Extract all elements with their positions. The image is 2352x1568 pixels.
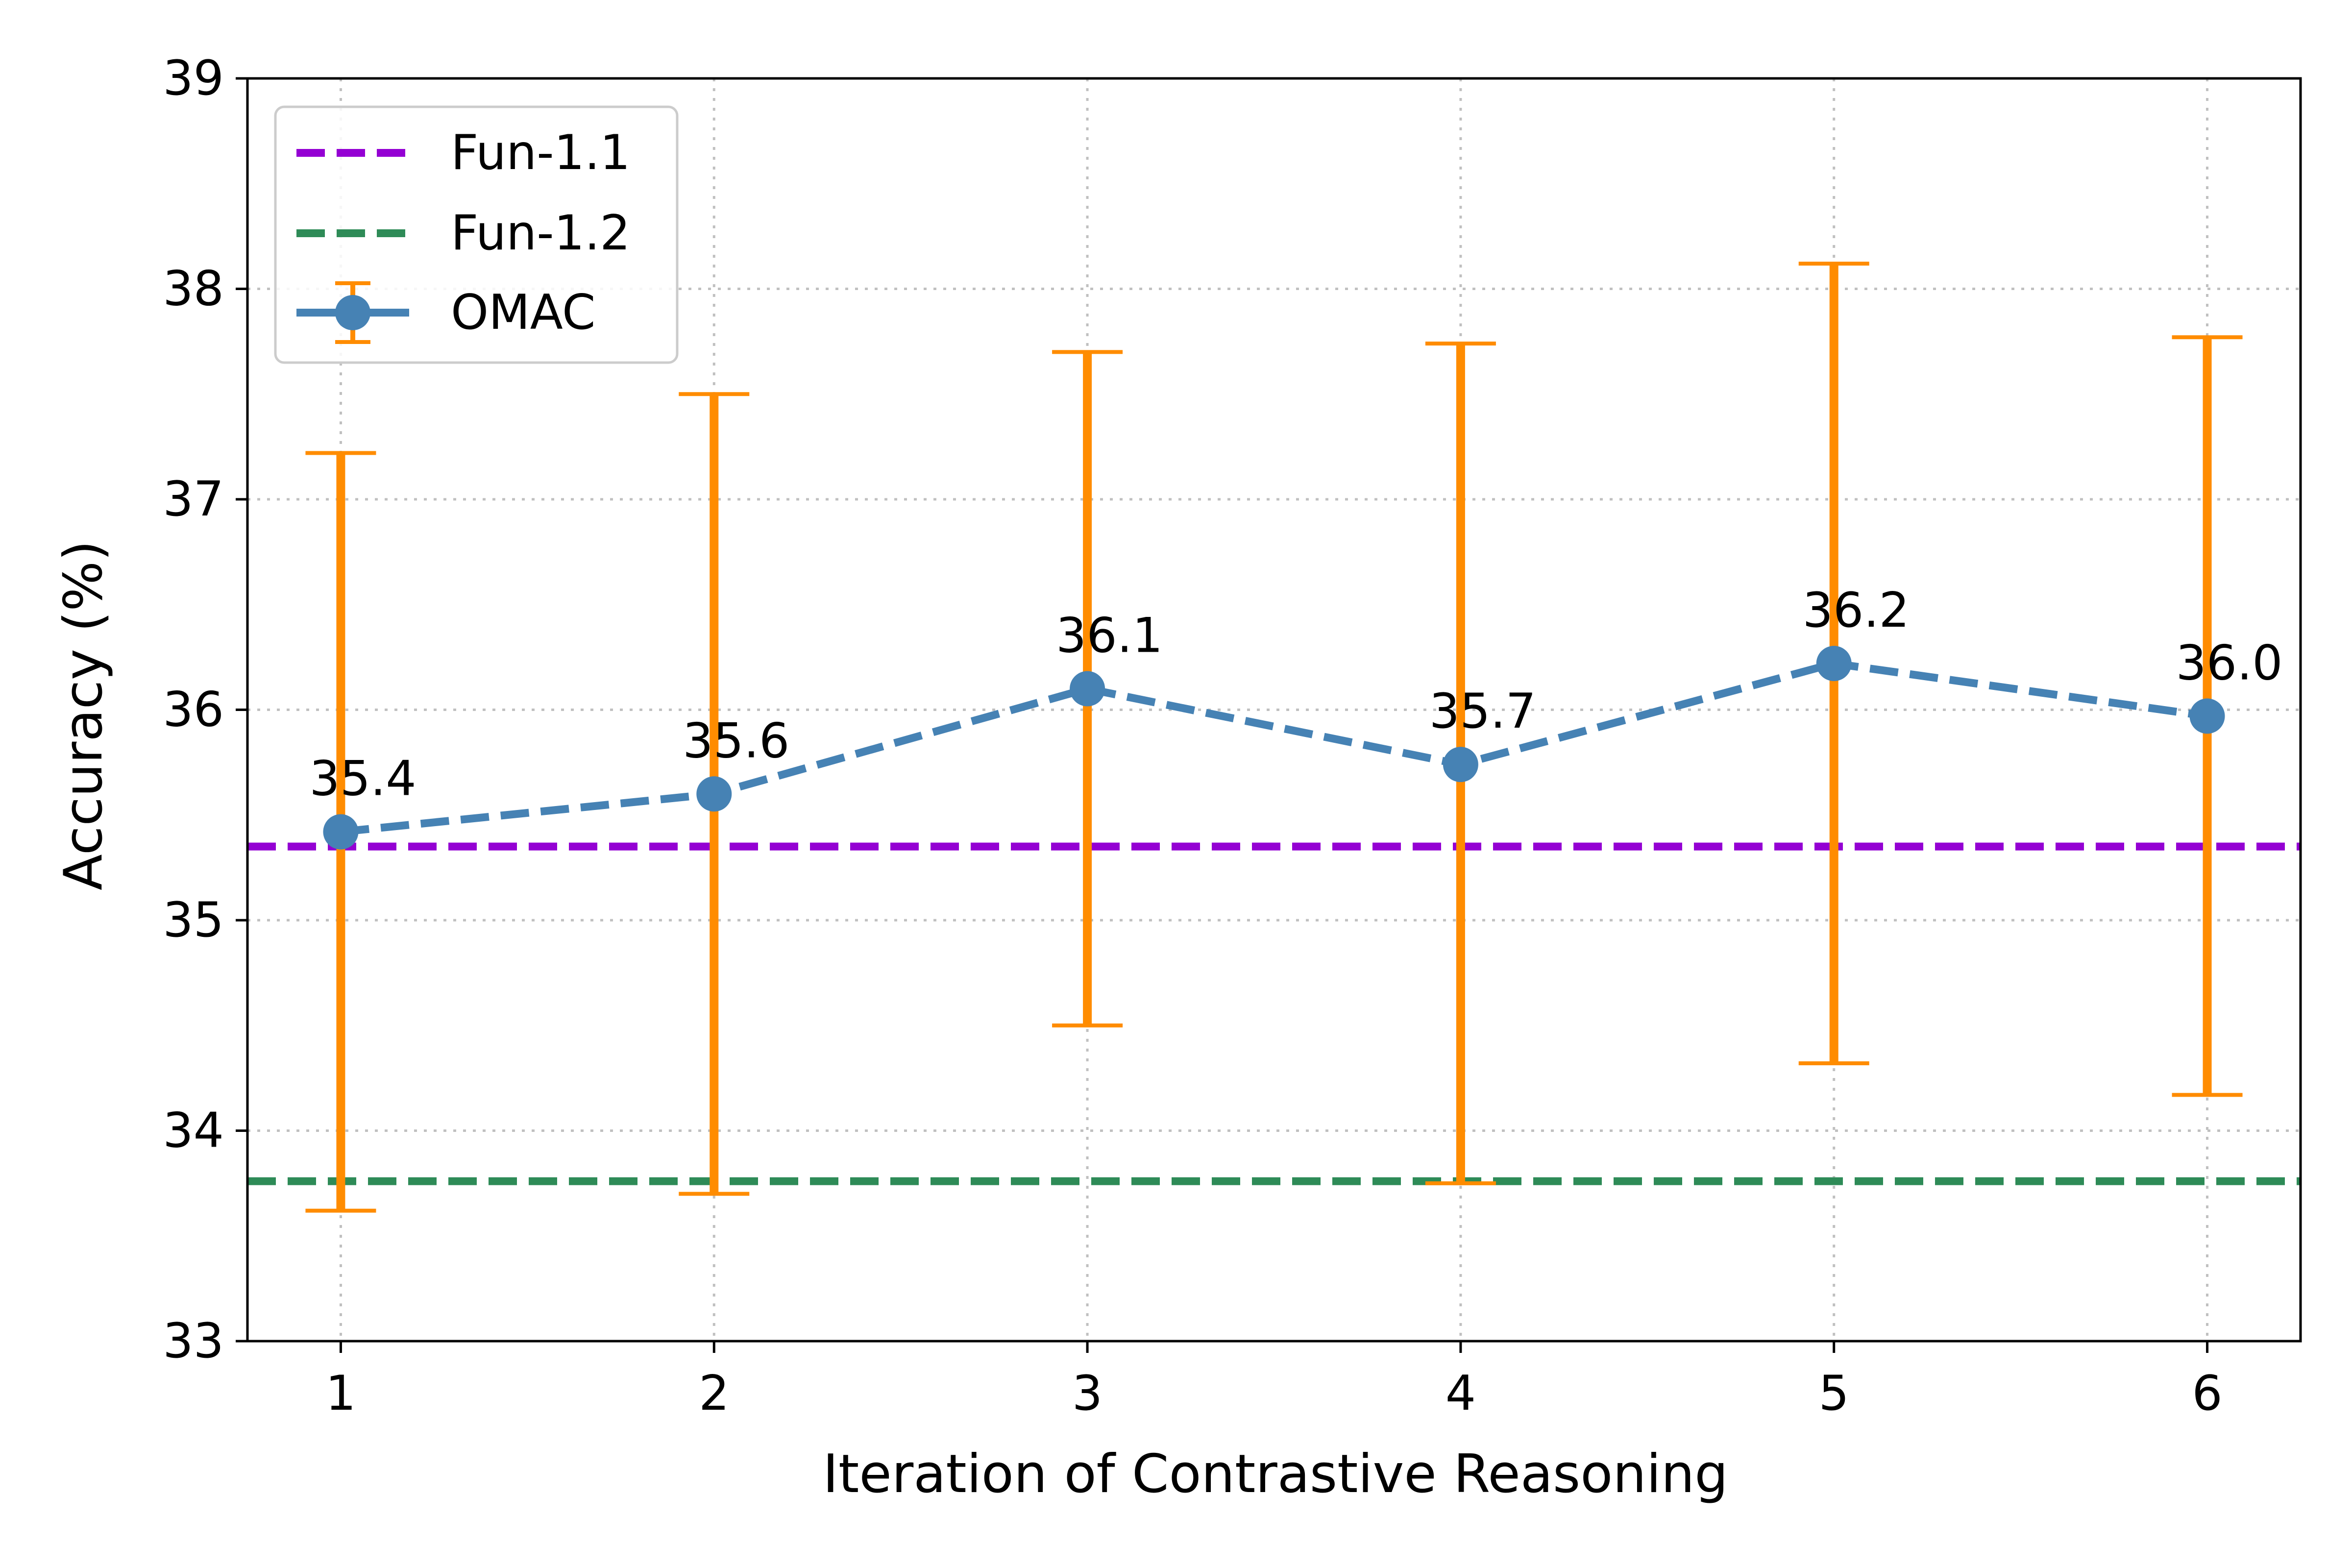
x-tick-label-5: 5 <box>1819 1366 1849 1421</box>
data-label-6: 36.0 <box>2176 635 2282 691</box>
data-label-1: 35.4 <box>309 751 416 807</box>
series-omac <box>323 646 2225 850</box>
x-axis-ticks: 1 2 3 4 5 6 <box>325 1341 2223 1421</box>
data-label-4: 35.7 <box>1429 684 1536 739</box>
y-tick-label-34: 34 <box>163 1103 224 1159</box>
y-tick-label-37: 37 <box>163 471 224 527</box>
legend: Fun-1.1 Fun-1.2 OMAC <box>274 105 679 364</box>
x-axis-label: Iteration of Contrastive Reasoning <box>823 1444 1728 1505</box>
data-point-3 <box>1070 671 1105 707</box>
legend-frame <box>274 105 679 364</box>
data-point-2 <box>696 776 732 812</box>
data-label-5: 36.2 <box>1803 583 1910 638</box>
y-tick-label-36: 36 <box>163 682 224 738</box>
x-tick-label-2: 2 <box>699 1366 729 1421</box>
reference-lines <box>247 842 2301 1185</box>
y-tick-label-39: 39 <box>163 50 224 106</box>
data-point-1 <box>323 814 359 850</box>
x-tick-label-4: 4 <box>1446 1366 1476 1421</box>
data-label-3: 36.1 <box>1056 608 1163 664</box>
legend-label-fun-1-2: Fun-1.2 <box>451 205 630 261</box>
y-tick-label-33: 33 <box>163 1313 224 1369</box>
series-line-omac <box>340 660 2208 836</box>
legend-swatch-omac-marker <box>335 295 370 330</box>
y-axis-label: Accuracy (%) <box>53 540 114 890</box>
y-axis-ticks: 33 34 35 36 37 38 39 <box>163 50 247 1369</box>
legend-label-fun-1-1: Fun-1.1 <box>451 125 630 181</box>
data-point-4 <box>1443 747 1478 783</box>
y-tick-label-38: 38 <box>163 261 224 317</box>
legend-label-omac: OMAC <box>451 285 595 341</box>
x-tick-label-3: 3 <box>1072 1366 1102 1421</box>
x-tick-label-1: 1 <box>325 1366 356 1421</box>
data-label-2: 35.6 <box>683 713 789 769</box>
legend-swatch-omac <box>296 281 409 344</box>
data-labels: 35.4 35.6 36.1 35.7 36.2 36.0 <box>309 583 2282 807</box>
data-point-5 <box>1816 646 1852 682</box>
x-tick-label-6: 6 <box>2192 1366 2222 1421</box>
y-tick-label-35: 35 <box>163 892 224 948</box>
data-point-6 <box>2189 698 2225 734</box>
